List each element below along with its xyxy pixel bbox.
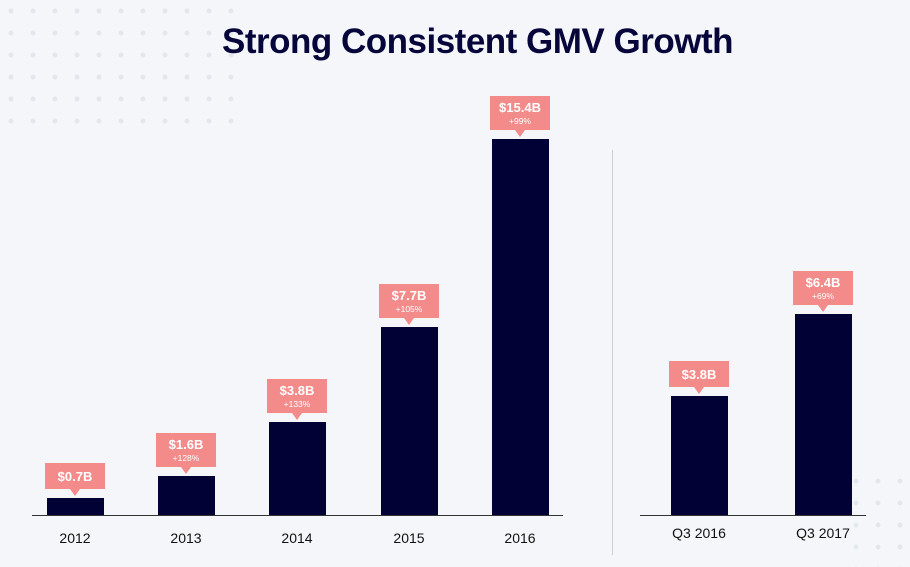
- chart-title: Strong Consistent GMV Growth: [222, 22, 733, 61]
- dot-pattern-decoration: [845, 470, 910, 567]
- growth-label: +133%: [283, 399, 311, 410]
- x-tick-label: 2015: [393, 530, 425, 546]
- value-label: $1.6B: [168, 436, 204, 452]
- value-callout: $3.8B +133%: [267, 379, 327, 421]
- chart-divider: [612, 150, 613, 555]
- dot-pattern-decoration: [0, 0, 240, 135]
- value-callout: $1.6B +128%: [156, 432, 216, 474]
- annual-x-axis: [32, 515, 563, 516]
- bar-q3-2016: [670, 395, 728, 515]
- bar-2015: [380, 327, 438, 515]
- value-callout: $3.8B: [669, 360, 729, 394]
- value-label: $3.8B: [279, 383, 315, 399]
- x-tick-label: 2012: [59, 530, 91, 546]
- value-label: $7.7B: [391, 288, 427, 304]
- value-callout: $6.4B +69%: [793, 271, 853, 313]
- bar-2016: [491, 139, 549, 515]
- x-tick-label: Q3 2016: [672, 525, 726, 541]
- bar-2012: [46, 497, 104, 515]
- bar-q3-2017: [794, 314, 852, 515]
- x-tick-label: 2014: [281, 530, 313, 546]
- growth-label: +69%: [812, 291, 834, 302]
- value-callout: $15.4B +99%: [490, 96, 550, 138]
- x-tick-label: Q3 2017: [796, 525, 850, 541]
- bar-2014: [268, 422, 326, 515]
- value-label: $0.7B: [57, 468, 93, 484]
- growth-label: +99%: [509, 116, 531, 127]
- value-label: $15.4B: [499, 100, 541, 116]
- growth-label: +128%: [172, 452, 200, 463]
- bar-2013: [157, 475, 215, 515]
- value-callout: $0.7B: [45, 462, 105, 496]
- value-label: $3.8B: [681, 366, 717, 382]
- x-tick-label: 2013: [170, 530, 202, 546]
- value-callout: $7.7B +105%: [379, 284, 439, 326]
- quarterly-x-axis: [640, 515, 866, 516]
- growth-label: +105%: [395, 304, 423, 315]
- value-label: $6.4B: [805, 275, 841, 291]
- x-tick-label: 2016: [504, 530, 536, 546]
